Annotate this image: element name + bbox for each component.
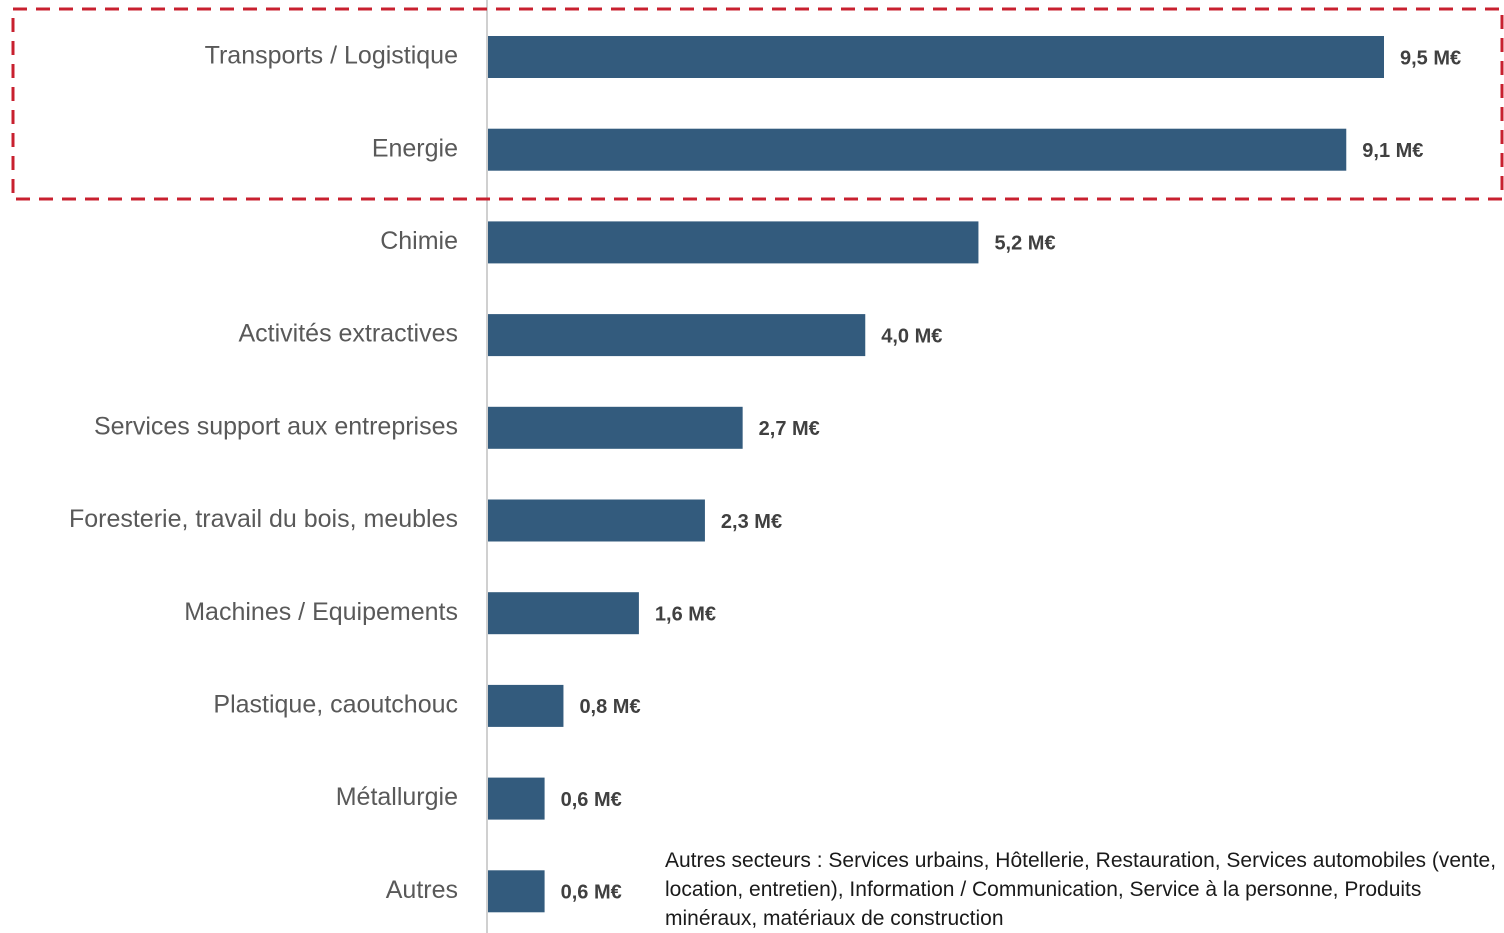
category-label: Machines / Equipements (184, 598, 458, 626)
category-label: Activités extractives (238, 320, 458, 348)
bar (488, 406, 743, 449)
category-label: Transports / Logistique (205, 42, 458, 70)
bar (488, 499, 705, 542)
value-label: 9,1 M€ (1362, 140, 1423, 162)
category-label: Services support aux entreprises (94, 412, 458, 440)
bar (488, 684, 564, 727)
bar (488, 128, 1347, 171)
category-label: Autres (386, 876, 458, 904)
bar (488, 777, 545, 820)
value-label: 1,6 M€ (655, 603, 716, 625)
bar (488, 314, 866, 357)
value-label: 5,2 M€ (994, 233, 1055, 255)
category-label: Plastique, caoutchouc (213, 691, 458, 719)
value-label: 0,8 M€ (579, 696, 640, 718)
annotation-box: Autres secteurs : Services urbains, Hôte… (665, 849, 1497, 930)
value-label: 4,0 M€ (881, 325, 942, 347)
bar (488, 592, 639, 635)
category-label: Energie (372, 134, 458, 162)
category-label: Foresterie, travail du bois, meubles (69, 505, 458, 533)
value-label: 2,7 M€ (759, 418, 820, 440)
value-label: 0,6 M€ (561, 882, 622, 904)
annotation: Autres secteurs : Services urbains, Hôte… (665, 849, 1497, 930)
bar (488, 36, 1384, 78)
value-label: 0,6 M€ (561, 789, 622, 811)
value-label: 2,3 M€ (721, 511, 782, 533)
bar (488, 221, 979, 264)
category-label: Chimie (380, 227, 458, 255)
highlight-box (11, 7, 1504, 201)
category-label: Métallurgie (336, 783, 458, 811)
bar (488, 870, 545, 913)
value-label: 9,5 M€ (1400, 47, 1461, 69)
